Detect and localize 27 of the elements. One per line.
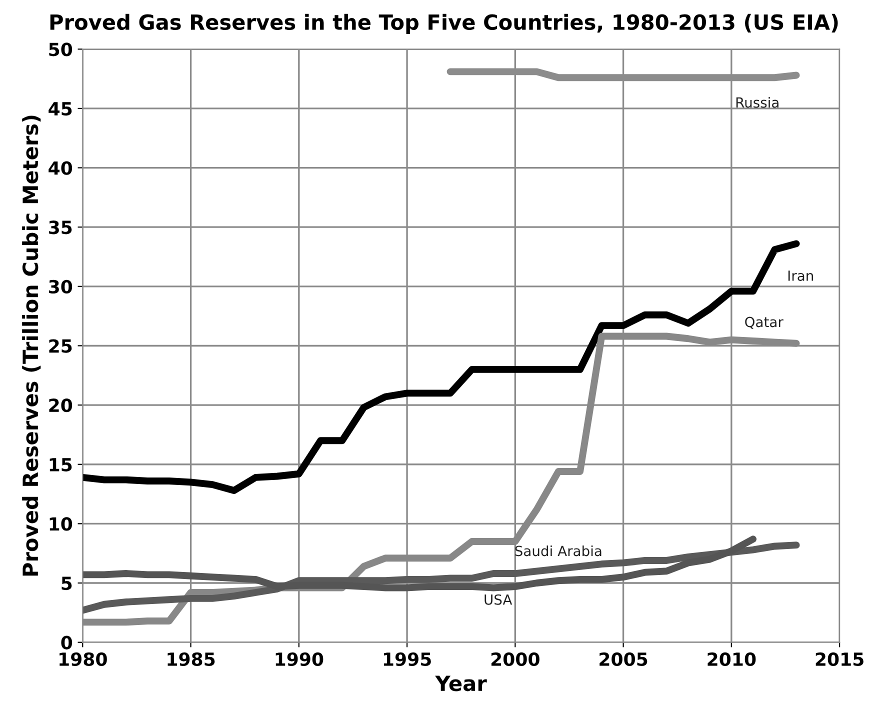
x-tick-label: 1985 [168, 652, 215, 666]
series-label: Russia [736, 96, 778, 108]
x-axis-title: Year [435, 676, 487, 692]
series-label: USA [484, 594, 512, 605]
y-tick-label: 30 [49, 280, 72, 294]
series-label: Saudi Arabia [515, 545, 602, 556]
y-tick-label: 10 [50, 517, 72, 531]
y-tick-label: 50 [49, 42, 72, 56]
y-tick-label: 15 [50, 458, 72, 472]
y-tick-label: 40 [48, 161, 72, 175]
x-tick-label: 2015 [816, 652, 864, 666]
x-tick-label: 2005 [600, 652, 648, 666]
x-tick-label: 2000 [491, 652, 540, 666]
x-tick-label: 1980 [60, 652, 107, 666]
y-tick-label: 0 [61, 636, 72, 650]
series-label: Iran [788, 270, 814, 281]
x-tick-label: 1990 [276, 652, 324, 666]
x-tick-label: 2010 [708, 652, 756, 666]
y-tick-label: 25 [49, 339, 72, 353]
y-tick-label: 20 [49, 398, 72, 412]
x-tick-label: 1995 [384, 652, 431, 666]
chart-title: Proved Gas Reserves in the Top Five Countries, 1980-2013 (US EIA) [50, 14, 838, 34]
y-tick-label: 45 [48, 102, 72, 116]
y-axis-title: Proved Reserves (Trillion Cubic Meters) [22, 116, 41, 576]
series-label: Qatar [745, 316, 784, 329]
y-tick-label: 35 [49, 220, 72, 234]
y-tick-label: 5 [62, 576, 72, 590]
